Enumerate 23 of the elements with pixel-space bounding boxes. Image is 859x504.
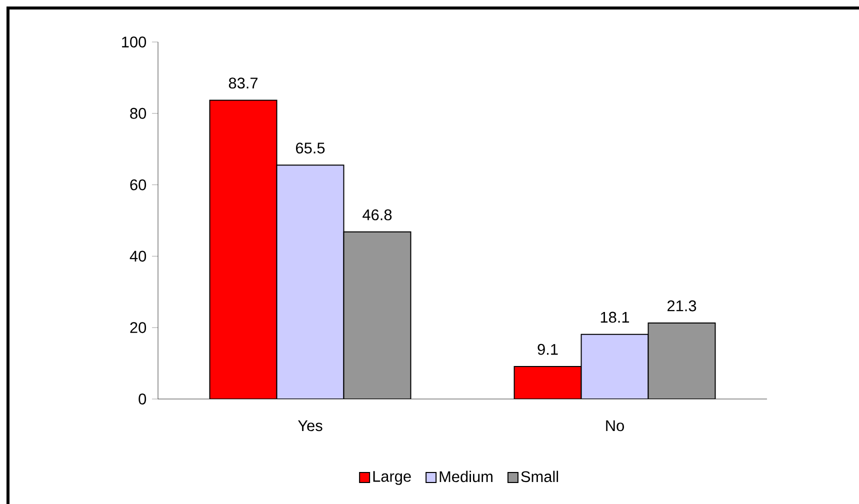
y-tick-label: 0 bbox=[138, 394, 146, 404]
bar bbox=[648, 322, 716, 399]
y-tick-label: 60 bbox=[130, 179, 146, 190]
y-tick-label: 20 bbox=[130, 322, 146, 334]
data-label: 83.7 bbox=[228, 78, 258, 89]
bar bbox=[514, 366, 582, 399]
y-tick-label: 80 bbox=[130, 108, 146, 119]
data-label: 9.1 bbox=[538, 344, 558, 355]
data-label: 18.1 bbox=[600, 312, 630, 323]
bar bbox=[276, 164, 344, 399]
legend-label: Large bbox=[373, 471, 411, 485]
bar bbox=[343, 231, 412, 399]
data-label: 65.5 bbox=[296, 142, 325, 154]
y-tick-label: 100 bbox=[122, 36, 146, 48]
bar bbox=[580, 334, 649, 399]
legend-label: Medium bbox=[440, 470, 492, 482]
x-tick-label: No bbox=[606, 420, 624, 432]
legend-label: Small bbox=[521, 470, 558, 482]
x-tick-label: Yes bbox=[298, 420, 322, 432]
data-label: 46.8 bbox=[362, 209, 392, 220]
data-label: 21.3 bbox=[668, 300, 696, 312]
bar bbox=[209, 100, 278, 399]
y-tick-label: 40 bbox=[130, 250, 146, 262]
